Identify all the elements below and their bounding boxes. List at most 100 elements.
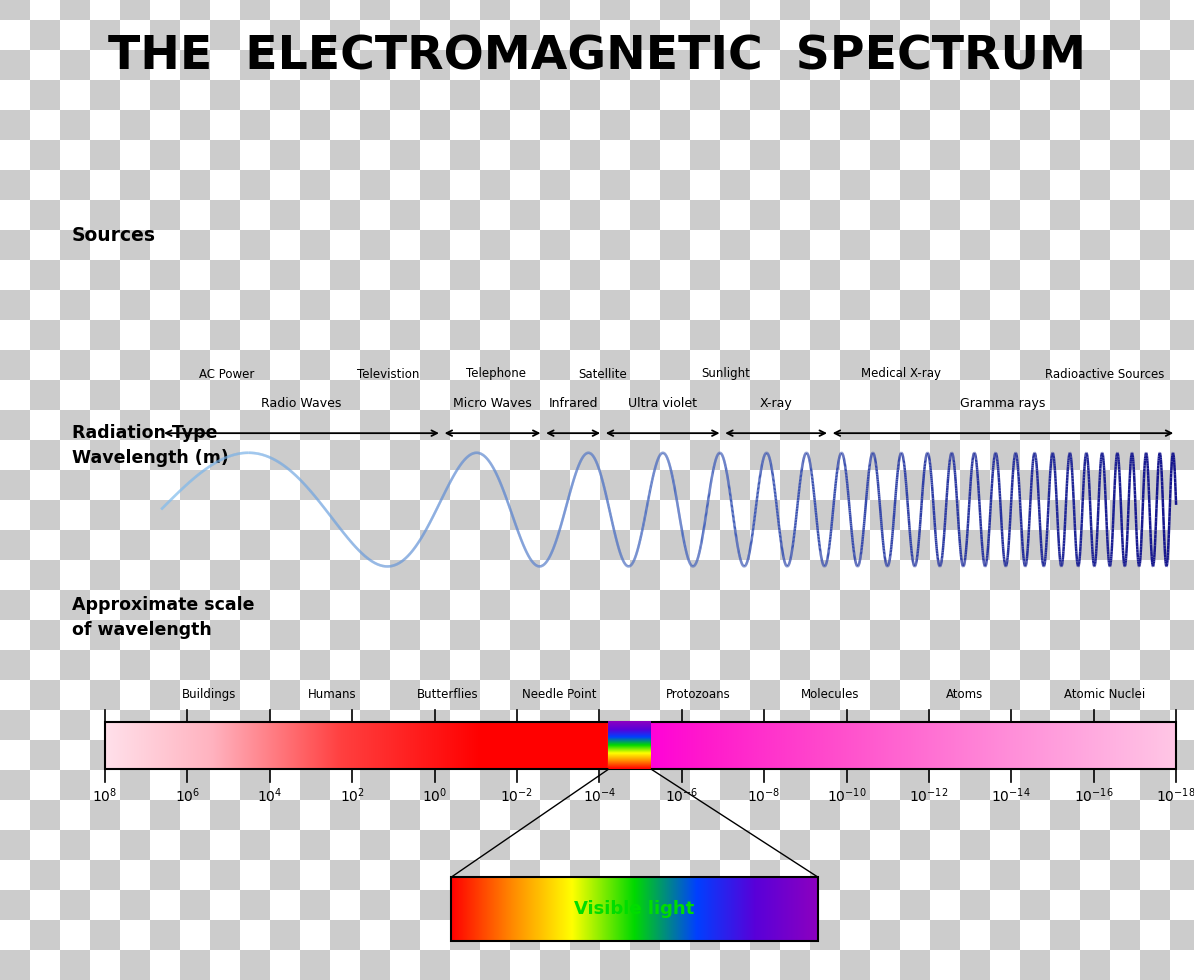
Bar bbox=[780, 470, 810, 500]
Bar bbox=[510, 380, 540, 410]
Bar bbox=[630, 320, 660, 350]
Bar bbox=[1020, 260, 1050, 290]
Text: $10^{2}$: $10^{2}$ bbox=[340, 786, 364, 805]
Bar bbox=[1081, 410, 1110, 440]
Bar bbox=[1050, 800, 1081, 830]
Bar bbox=[990, 590, 1020, 620]
Bar bbox=[210, 320, 240, 350]
Bar bbox=[690, 200, 720, 230]
Bar bbox=[870, 650, 900, 680]
Bar bbox=[780, 650, 810, 680]
Bar bbox=[1081, 380, 1110, 410]
Bar bbox=[390, 710, 420, 740]
Bar bbox=[660, 710, 690, 740]
Bar bbox=[601, 290, 630, 320]
Bar bbox=[750, 200, 780, 230]
Bar bbox=[1170, 80, 1194, 110]
Bar bbox=[270, 710, 300, 740]
Bar bbox=[300, 590, 330, 620]
Bar bbox=[1170, 830, 1194, 860]
Bar bbox=[780, 860, 810, 890]
Bar bbox=[1020, 860, 1050, 890]
Bar bbox=[300, 500, 330, 530]
Bar bbox=[930, 560, 960, 590]
Bar bbox=[150, 830, 180, 860]
Bar bbox=[750, 380, 780, 410]
Bar bbox=[30, 260, 60, 290]
Bar bbox=[720, 950, 750, 980]
Bar bbox=[300, 20, 330, 50]
Bar bbox=[361, 800, 390, 830]
Bar bbox=[30, 140, 60, 170]
Bar bbox=[540, 740, 570, 770]
Bar bbox=[0, 560, 30, 590]
Bar bbox=[960, 710, 990, 740]
Bar bbox=[450, 290, 480, 320]
Bar bbox=[480, 920, 510, 950]
Bar bbox=[300, 890, 330, 920]
Bar bbox=[210, 260, 240, 290]
Bar bbox=[60, 20, 90, 50]
Bar bbox=[150, 710, 180, 740]
Bar bbox=[750, 0, 780, 20]
Bar bbox=[451, 877, 818, 941]
Bar bbox=[60, 740, 90, 770]
Bar bbox=[1020, 200, 1050, 230]
Bar bbox=[1170, 410, 1194, 440]
Bar bbox=[630, 0, 660, 20]
Bar bbox=[240, 80, 270, 110]
Bar bbox=[841, 0, 870, 20]
Bar bbox=[900, 50, 930, 80]
Bar bbox=[630, 680, 660, 710]
Bar bbox=[900, 920, 930, 950]
Bar bbox=[870, 200, 900, 230]
Bar bbox=[1020, 620, 1050, 650]
Bar bbox=[330, 860, 361, 890]
Bar bbox=[1140, 410, 1170, 440]
Bar bbox=[930, 920, 960, 950]
Bar bbox=[450, 470, 480, 500]
Bar bbox=[510, 410, 540, 440]
Bar bbox=[750, 620, 780, 650]
Bar bbox=[1170, 380, 1194, 410]
Bar bbox=[660, 890, 690, 920]
Bar bbox=[720, 560, 750, 590]
Bar bbox=[780, 800, 810, 830]
Bar bbox=[330, 800, 361, 830]
Bar bbox=[900, 20, 930, 50]
Bar bbox=[150, 440, 180, 470]
Bar bbox=[601, 170, 630, 200]
Bar bbox=[0, 380, 30, 410]
Bar bbox=[361, 890, 390, 920]
Bar bbox=[450, 230, 480, 260]
Bar bbox=[30, 800, 60, 830]
Bar bbox=[1170, 140, 1194, 170]
Bar bbox=[601, 530, 630, 560]
Bar bbox=[90, 770, 121, 800]
Bar bbox=[810, 20, 841, 50]
Bar bbox=[690, 620, 720, 650]
Bar bbox=[0, 20, 30, 50]
Bar bbox=[270, 590, 300, 620]
Bar bbox=[30, 770, 60, 800]
Bar bbox=[300, 50, 330, 80]
Bar bbox=[660, 560, 690, 590]
Bar bbox=[1050, 110, 1081, 140]
Bar bbox=[1170, 320, 1194, 350]
Bar bbox=[810, 500, 841, 530]
Bar bbox=[390, 770, 420, 800]
Bar bbox=[841, 920, 870, 950]
Bar bbox=[270, 380, 300, 410]
Bar bbox=[390, 650, 420, 680]
Bar bbox=[870, 320, 900, 350]
Bar bbox=[510, 230, 540, 260]
Bar bbox=[150, 860, 180, 890]
Bar bbox=[300, 470, 330, 500]
Text: $10^{4}$: $10^{4}$ bbox=[257, 786, 283, 805]
Bar bbox=[540, 110, 570, 140]
Bar bbox=[30, 830, 60, 860]
Bar bbox=[1020, 410, 1050, 440]
Bar bbox=[450, 680, 480, 710]
Bar bbox=[810, 830, 841, 860]
Text: Gramma rays: Gramma rays bbox=[960, 397, 1046, 410]
